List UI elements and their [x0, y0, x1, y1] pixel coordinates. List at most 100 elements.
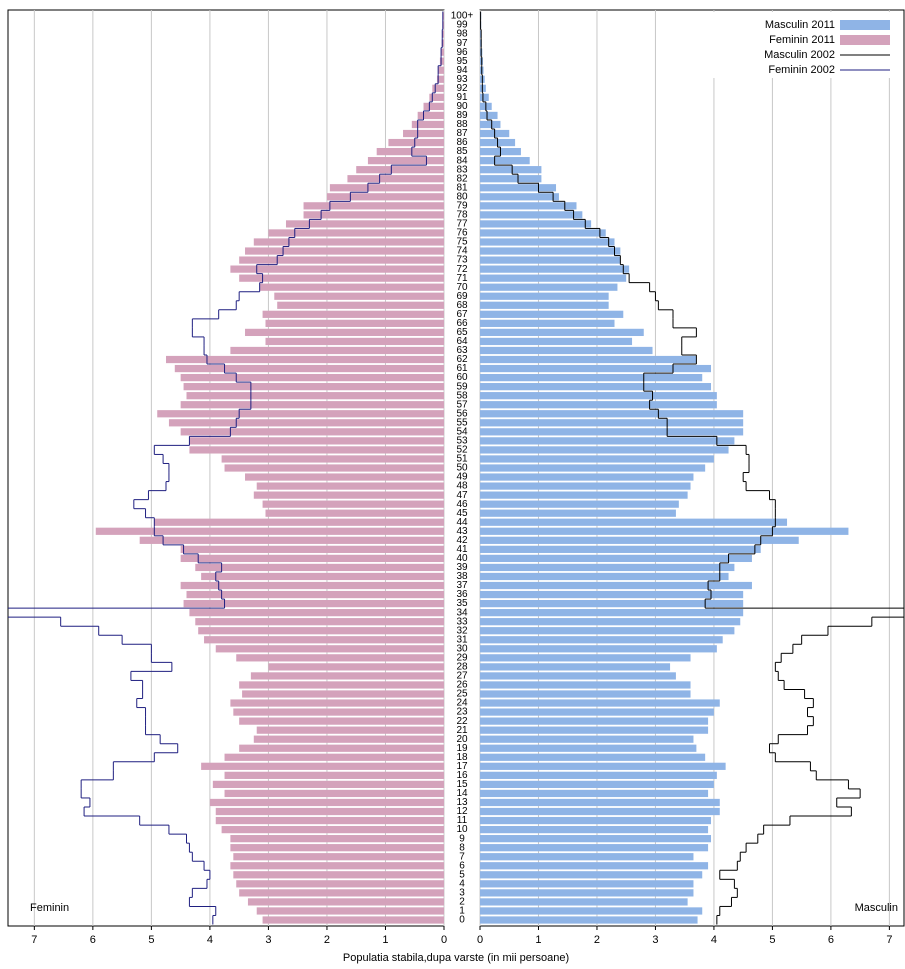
age-label: 76: [456, 228, 468, 239]
x-tick-label: 2: [324, 934, 330, 946]
bar: [480, 401, 717, 409]
bar: [480, 599, 744, 608]
bar: [480, 274, 627, 282]
bar: [480, 428, 744, 436]
x-tick-label: 4: [711, 934, 717, 946]
age-label: 47: [456, 490, 468, 501]
bar: [253, 735, 444, 743]
age-label: 39: [456, 562, 468, 573]
left-plot: [8, 11, 444, 925]
age-label: 75: [456, 237, 468, 248]
bar: [480, 816, 712, 825]
bar: [480, 373, 703, 382]
bar: [274, 292, 444, 300]
bar: [480, 265, 630, 273]
age-label: 7: [459, 851, 465, 862]
bar: [480, 771, 717, 779]
age-label: 99: [456, 20, 468, 31]
age-label: 59: [456, 381, 468, 392]
age-label: 83: [456, 164, 468, 175]
age-label: 73: [456, 255, 468, 266]
bar: [303, 211, 444, 219]
bar: [480, 572, 729, 581]
x-axis-title: Populatia stabila,dupa varste (in mii pe…: [343, 952, 569, 964]
bar: [230, 835, 444, 843]
bar: [480, 30, 482, 38]
x-tick-label: 6: [828, 934, 834, 946]
bar: [480, 663, 671, 671]
age-label: 40: [456, 553, 468, 564]
bar: [480, 853, 694, 861]
bar: [180, 554, 444, 563]
age-label: 80: [456, 191, 468, 202]
age-label: 13: [456, 797, 468, 808]
age-label: 32: [456, 625, 468, 636]
bar: [256, 482, 444, 490]
age-label: 9: [459, 833, 465, 844]
bar: [480, 862, 709, 870]
age-label: 97: [456, 38, 468, 49]
age-label: 86: [456, 137, 468, 148]
bar: [245, 328, 444, 337]
legend-label: Masculin 2002: [764, 49, 835, 61]
bar: [480, 545, 761, 553]
age-label: 45: [456, 508, 468, 519]
bar: [256, 726, 444, 734]
bar: [209, 798, 444, 807]
bar: [442, 30, 444, 38]
bar: [480, 238, 615, 246]
bar: [95, 527, 444, 535]
bar: [480, 319, 615, 327]
bar: [265, 509, 444, 517]
bar: [189, 609, 444, 617]
age-label: 23: [456, 707, 468, 718]
bar: [256, 907, 444, 915]
bar: [480, 220, 592, 228]
bar: [239, 889, 444, 897]
bar: [245, 473, 444, 481]
bar: [215, 807, 444, 816]
age-label: 94: [456, 65, 468, 76]
legend-swatch: [840, 35, 890, 45]
bar: [285, 220, 444, 228]
bar: [480, 672, 676, 680]
bar: [367, 157, 444, 165]
age-label: 35: [456, 598, 468, 609]
bar: [376, 147, 444, 156]
bar: [480, 175, 542, 183]
x-tick-label: 0: [441, 934, 447, 946]
bar: [186, 590, 444, 599]
age-label: 63: [456, 345, 468, 356]
age-label: 18: [456, 752, 468, 763]
age-label: 54: [456, 426, 468, 437]
age-label: 60: [456, 372, 468, 383]
age-label: 68: [456, 300, 468, 311]
age-label: 29: [456, 652, 468, 663]
bar: [480, 229, 606, 237]
x-tick-label: 7: [31, 934, 37, 946]
bar: [245, 247, 444, 255]
age-label: 53: [456, 436, 468, 447]
bar: [480, 527, 849, 535]
age-label: 78: [456, 210, 468, 221]
age-label: 30: [456, 643, 468, 654]
x-tick-label: 4: [207, 934, 213, 946]
bar: [233, 853, 444, 861]
age-label: 51: [456, 454, 468, 465]
bar: [236, 654, 444, 662]
bar: [347, 175, 444, 183]
bar: [262, 500, 444, 508]
age-label: 81: [456, 182, 468, 193]
bar: [480, 509, 676, 517]
bar: [480, 744, 697, 752]
bar: [224, 464, 444, 472]
bar: [480, 310, 624, 318]
bar: [253, 238, 444, 246]
age-label: 22: [456, 716, 468, 727]
bar: [262, 310, 444, 318]
bar: [480, 581, 752, 590]
bar: [201, 762, 444, 770]
age-label: 2: [459, 897, 465, 908]
x-tick-label: 5: [148, 934, 154, 946]
